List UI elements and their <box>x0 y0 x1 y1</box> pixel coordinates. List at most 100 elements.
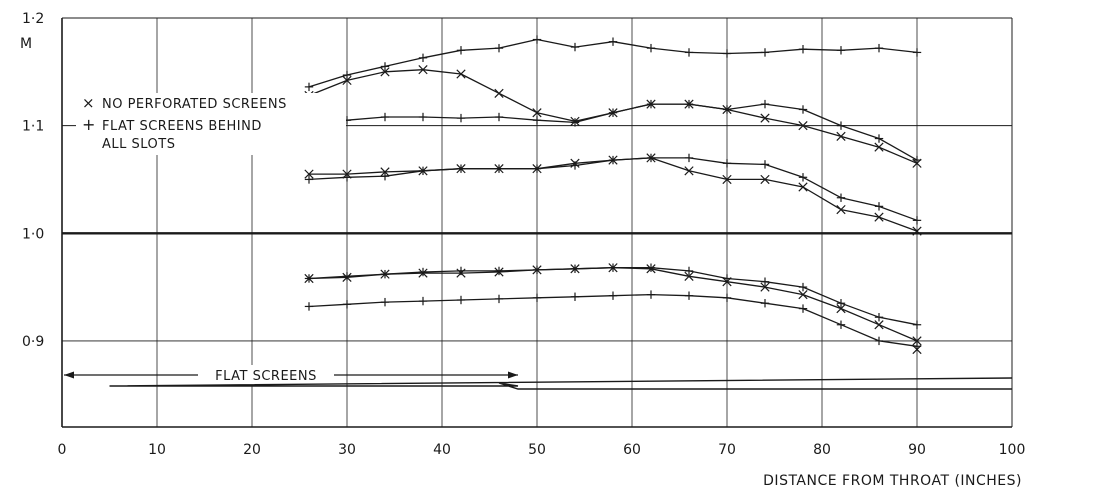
data-point-s2-12 <box>760 99 770 109</box>
data-point-s7-13 <box>798 304 808 313</box>
data-point-s6-6 <box>532 265 542 275</box>
data-point-s0-7 <box>570 42 580 52</box>
data-point-s7-7 <box>570 292 580 301</box>
data-point-s1-14 <box>836 131 846 142</box>
data-point-s7-15 <box>874 336 884 346</box>
data-point-s7-0 <box>304 302 314 311</box>
annotation-arrowhead-left <box>64 371 74 379</box>
data-point-s4-8 <box>608 155 618 165</box>
data-point-s1-1 <box>342 75 352 86</box>
data-point-s7-2 <box>380 297 390 307</box>
legend-label-flat-screens-line2: ALL SLOTS <box>102 137 175 152</box>
data-point-s4-6 <box>532 164 542 173</box>
series-line-4 <box>308 157 918 221</box>
marker-cross-b <box>722 174 732 185</box>
annotation-label-bg <box>198 365 334 385</box>
y-tick-label-1.1: 1·1 <box>22 119 44 135</box>
marker-cross-b <box>912 344 922 355</box>
data-point-s4-4 <box>456 164 466 173</box>
data-point-s6-0 <box>304 274 314 283</box>
data-point-s4-11 <box>722 159 732 168</box>
data-point-s8-0 <box>912 344 922 355</box>
data-point-s0-16 <box>912 48 922 57</box>
data-point-s2-14 <box>836 121 846 130</box>
series-line-5 <box>308 267 918 342</box>
axes: 0 10 20 30 40 50 60 70 80 90 100 0·9 1·0 1·1 1·2 <box>22 11 1025 458</box>
data-point-s0-14 <box>836 46 846 55</box>
data-point-s1-2 <box>380 67 390 77</box>
data-point-s2-3 <box>418 112 428 122</box>
data-point-s1-13 <box>798 121 808 131</box>
data-point-s7-4 <box>456 295 466 305</box>
data-point-s1-12 <box>760 113 770 123</box>
data-point-s4-14 <box>836 193 846 202</box>
marker-cross-b <box>874 320 884 330</box>
data-point-s4-16 <box>912 216 922 225</box>
series-line-0 <box>308 38 918 88</box>
data-point-s5-12 <box>760 282 770 292</box>
data-point-s2-2 <box>380 112 390 122</box>
data-point-s0-2 <box>380 62 390 71</box>
data-point-s6-11 <box>722 274 732 283</box>
marker-cross-b <box>798 182 808 192</box>
annotation-label: FLAT SCREENS <box>215 369 317 384</box>
marker-cross-b <box>874 142 884 152</box>
data-point-s7-11 <box>722 293 732 303</box>
marker-cross-b <box>684 166 694 176</box>
marker-cross-b <box>836 303 846 314</box>
legend: × NO PERFORATED SCREENS + FLAT SCREENS B… <box>76 93 346 155</box>
data-point-s4-3 <box>418 166 428 176</box>
data-point-s0-5 <box>494 43 504 53</box>
data-point-s1-3 <box>418 65 428 75</box>
data-point-s3-10 <box>684 166 694 176</box>
y-axis-label: M <box>20 36 33 52</box>
data-point-s3-12 <box>760 174 770 185</box>
marker-cross-b <box>836 131 846 142</box>
data-point-s2-6 <box>532 116 542 125</box>
data-point-s2-13 <box>798 105 808 114</box>
data-point-s2-15 <box>874 134 884 143</box>
x-tick-label-50: 50 <box>528 442 546 458</box>
x-tick-label-30: 30 <box>338 442 356 458</box>
y-tick-label-1: 1·0 <box>22 226 44 242</box>
marker-cross-b <box>532 108 542 118</box>
data-point-s0-6 <box>532 35 542 44</box>
data-point-s0-3 <box>418 53 428 63</box>
data-point-s1-6 <box>532 108 542 118</box>
data-point-s0-9 <box>646 43 656 53</box>
data-point-s7-1 <box>342 300 352 309</box>
x-tick-label-80: 80 <box>813 442 831 458</box>
marker-cross-b <box>798 289 808 300</box>
legend-label-no-screens: NO PERFORATED SCREENS <box>102 97 287 112</box>
data-point-s6-16 <box>912 320 922 329</box>
legend-label-flat-screens: FLAT SCREENS BEHIND <box>102 119 262 134</box>
data-point-s7-3 <box>418 296 428 306</box>
marker-cross-b <box>418 65 428 75</box>
data-point-s4-2 <box>380 172 390 181</box>
data-point-s6-4 <box>456 266 466 276</box>
data-point-s1-4 <box>456 69 466 79</box>
data-point-s6-3 <box>418 267 428 277</box>
x-tick-label-0: 0 <box>58 442 67 458</box>
data-point-s6-2 <box>380 269 390 279</box>
data-point-s7-12 <box>760 299 770 308</box>
data-point-s6-12 <box>760 277 770 286</box>
annotation-group: FLAT SCREENS <box>64 365 1013 390</box>
data-point-s4-0 <box>304 175 314 184</box>
data-point-s2-5 <box>494 112 504 122</box>
data-point-s5-16 <box>912 336 922 346</box>
data-point-s5-14 <box>836 303 846 314</box>
data-point-s7-6 <box>532 293 542 303</box>
marker-cross-b <box>456 69 466 79</box>
y-tick-label-1.2: 1·2 <box>22 11 44 27</box>
data-point-s0-13 <box>798 45 808 54</box>
series-group <box>304 35 922 355</box>
data-point-s3-13 <box>798 182 808 192</box>
data-point-s1-15 <box>874 142 884 152</box>
marker-cross-b <box>380 67 390 77</box>
data-point-s6-7 <box>570 264 580 273</box>
data-point-s6-9 <box>646 263 656 272</box>
data-point-s2-10 <box>684 99 694 109</box>
data-point-s6-14 <box>836 299 846 308</box>
